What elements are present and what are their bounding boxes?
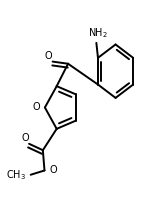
Text: O: O xyxy=(32,103,40,112)
Text: CH$_3$: CH$_3$ xyxy=(6,168,26,182)
Text: NH$_2$: NH$_2$ xyxy=(88,26,108,40)
Text: O: O xyxy=(22,133,29,143)
Text: O: O xyxy=(49,166,57,175)
Text: O: O xyxy=(45,51,52,61)
